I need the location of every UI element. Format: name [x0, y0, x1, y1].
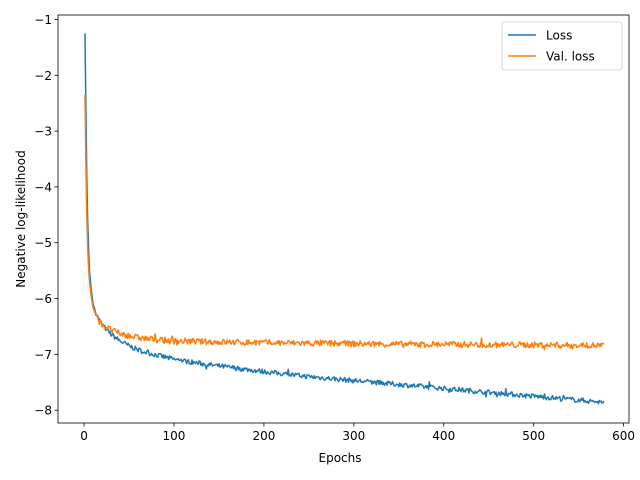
y-tick-label: −3	[34, 125, 52, 139]
x-tick-label: 100	[163, 429, 186, 443]
x-tick-label: 300	[342, 429, 365, 443]
x-axis: 0 100 200 300 400 500 600	[80, 423, 635, 443]
x-tick-label: 200	[252, 429, 275, 443]
y-tick-label: −4	[34, 180, 52, 194]
legend-box	[501, 21, 623, 71]
series-layer	[84, 33, 605, 405]
x-axis-label: Epochs	[319, 451, 362, 465]
legend-label: Loss	[546, 29, 572, 43]
y-axis: −8 −7 −6 −5 −4 −3 −2 −1	[34, 13, 58, 418]
y-tick-label: −8	[34, 404, 52, 418]
y-tick-label: −7	[34, 348, 52, 362]
x-tick-label: 400	[432, 429, 455, 443]
y-tick-label: −2	[34, 69, 52, 83]
x-tick-label: 500	[522, 429, 545, 443]
y-tick-label: −6	[34, 292, 52, 306]
y-tick-label: −5	[34, 236, 52, 250]
x-tick-label: 600	[612, 429, 635, 443]
legend: Loss Val. loss	[501, 21, 623, 71]
series-line-loss	[84, 33, 605, 405]
y-axis-label: Negative log-likelihood	[14, 150, 28, 287]
series-line-val-loss	[84, 94, 605, 351]
y-tick-label: −1	[34, 13, 52, 27]
legend-label: Val. loss	[546, 50, 595, 64]
plot-frame	[57, 14, 630, 424]
x-tick-label: 0	[80, 429, 88, 443]
